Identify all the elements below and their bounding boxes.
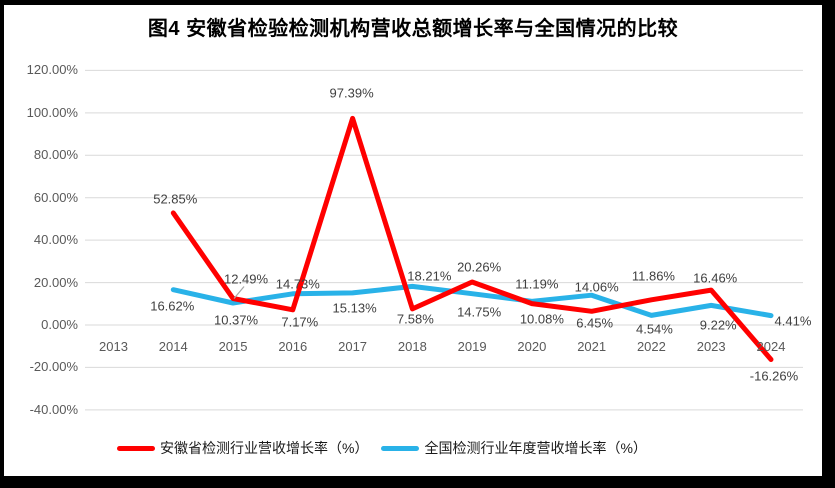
series-line-national [170,283,774,319]
chart-legend: 安徽省检测行业营收增长率（%） 全国检测行业年度营收增长率（%） [117,440,660,456]
legend-label-national: 全国检测行业年度营收增长率（%） [424,440,647,456]
frame-border-top [0,0,835,5]
series-line-anhui [170,115,774,362]
legend-swatch-national-line [381,445,420,451]
label-leader-line [233,286,245,299]
chart-title: 图4 安徽省检验检测机构营收总额增长率与全国情况的比较 [147,18,679,40]
frame-border-left [0,0,4,488]
legend-swatch-anhui-line [117,445,155,451]
frame-border-bottom [0,476,835,488]
frame-border-right [822,0,835,488]
legend-label-anhui: 安徽省检测行业营收增长率（%） [160,440,369,456]
